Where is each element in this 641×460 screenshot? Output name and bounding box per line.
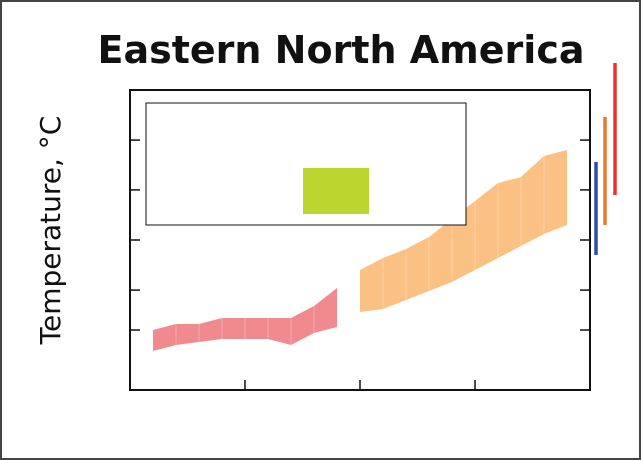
- chart-title: Eastern North America: [98, 28, 585, 72]
- plot-area: [129, 63, 617, 391]
- band-series-1: [360, 150, 567, 312]
- legend-swatch-0: [303, 168, 369, 214]
- y-axis-label: Temperature, °C: [34, 116, 67, 346]
- band-series-0: [153, 288, 337, 351]
